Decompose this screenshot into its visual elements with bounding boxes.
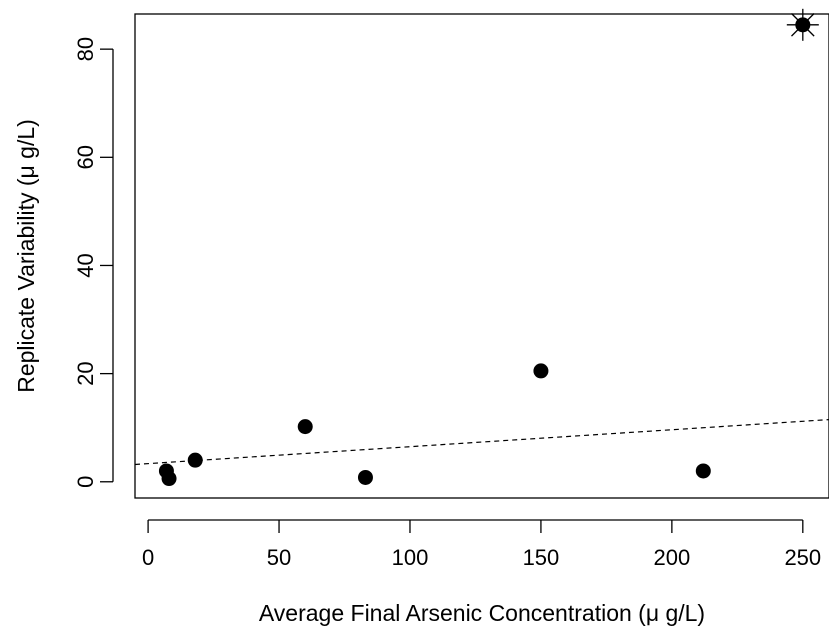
x-axis-label: Average Final Arsenic Concentration (μ g… <box>259 600 705 626</box>
x-tick-label: 250 <box>784 545 821 570</box>
x-tick-label: 0 <box>142 545 154 570</box>
data-point <box>161 471 177 487</box>
y-tick-label: 0 <box>73 476 98 488</box>
x-tick-label: 100 <box>392 545 429 570</box>
data-points <box>158 8 819 487</box>
outlier-asterisk-stroke <box>791 13 815 37</box>
y-tick-label: 40 <box>73 253 98 277</box>
data-point <box>695 463 711 479</box>
x-tick-label: 150 <box>523 545 560 570</box>
data-point <box>533 363 549 379</box>
x-tick-label: 50 <box>267 545 291 570</box>
x-axis: 0 50 100 150 200 250 <box>142 519 821 570</box>
data-point <box>357 469 373 485</box>
y-tick-label: 20 <box>73 361 98 385</box>
trend-line <box>134 418 829 466</box>
y-tick-label: 80 <box>73 37 98 61</box>
plot-frame <box>134 13 829 499</box>
y-tick-label: 60 <box>73 145 98 169</box>
data-point <box>187 452 203 468</box>
data-point <box>297 419 313 435</box>
y-axis: 0 20 40 60 80 <box>73 37 114 488</box>
y-axis-label: Replicate Variability (μ g/L) <box>13 119 39 393</box>
x-tick-label: 200 <box>654 545 691 570</box>
trend-line-group <box>134 418 829 466</box>
